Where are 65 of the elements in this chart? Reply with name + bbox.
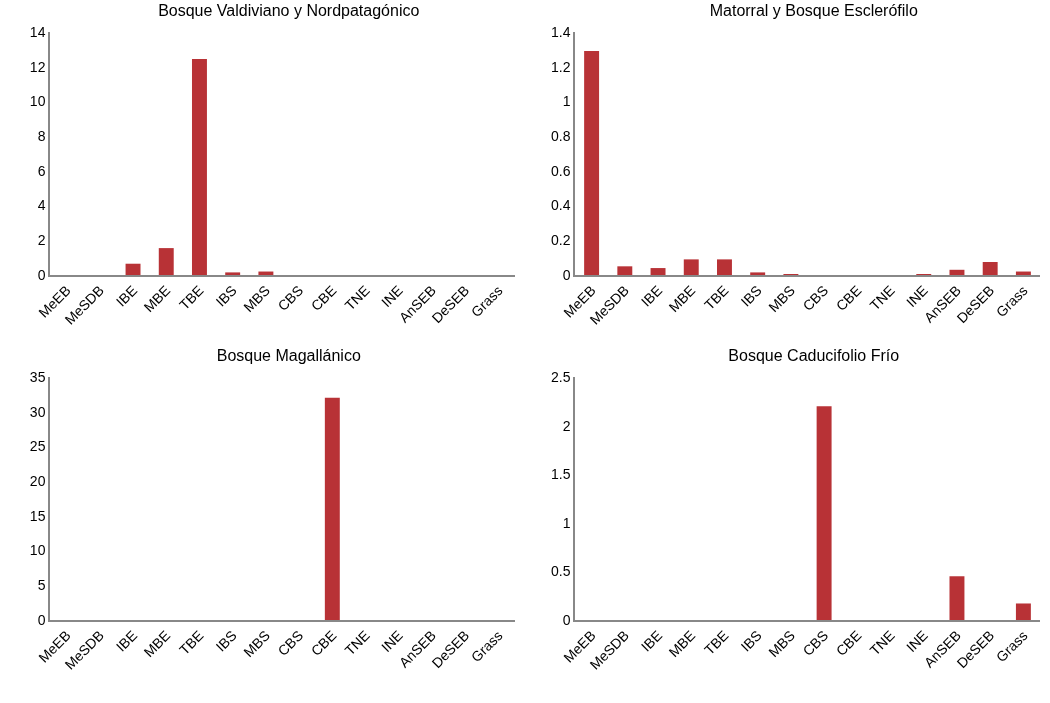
bar	[158, 248, 174, 275]
bar	[949, 269, 965, 275]
bar	[982, 261, 998, 275]
y-tick-label: 0	[37, 611, 46, 628]
x-tick-label: TBE	[700, 282, 732, 313]
y-tick-label: 25	[29, 438, 46, 455]
chart-title: Bosque Valdiviano y Nordpatagónico	[158, 2, 420, 20]
y-tick-label: 10	[29, 542, 46, 559]
y-tick-label: 0	[562, 611, 571, 628]
y-tick-label: 0.4	[550, 197, 571, 214]
bar	[617, 266, 633, 275]
x-tick-label: IBS	[212, 282, 240, 310]
bar	[816, 406, 832, 620]
y-tick-label: 4	[37, 197, 46, 214]
y-tick-label: 1	[562, 93, 571, 110]
y-tick-label: 10	[29, 93, 46, 110]
x-tick-label: IBE	[112, 627, 141, 655]
y-tick-label: 0	[562, 266, 571, 283]
bar	[191, 58, 207, 275]
y-tick-label: 0.8	[550, 128, 571, 145]
y-tick-label: 8	[37, 128, 46, 145]
chart-title: Matorral y Bosque Esclerófilo	[709, 2, 918, 20]
x-tick-label: IBE	[637, 282, 666, 310]
y-tick-label: 0.6	[550, 162, 571, 179]
bar	[584, 51, 600, 275]
y-tick-label: 35	[29, 368, 46, 385]
x-tick-label: IBE	[112, 282, 141, 310]
x-tick-label: TBE	[700, 627, 732, 658]
x-tick-label: TBE	[175, 627, 207, 658]
y-tick-label: 2	[37, 232, 46, 249]
y-tick-label: 1.2	[550, 58, 571, 75]
y-tick-label: 1	[562, 514, 571, 531]
bar	[949, 576, 965, 620]
x-tick-label: IBE	[637, 627, 666, 655]
x-tick-label: IBS	[737, 282, 765, 310]
bar	[1015, 603, 1031, 620]
x-tick-label: IBS	[737, 627, 765, 655]
x-tick-label: IBS	[212, 627, 240, 655]
chart-title: Bosque Magallánico	[216, 347, 361, 365]
y-tick-label: 2.5	[550, 368, 571, 385]
x-tick-label: INE	[378, 627, 406, 656]
y-tick-label: 20	[29, 473, 46, 490]
y-tick-label: 0	[37, 266, 46, 283]
y-tick-label: 0.2	[550, 232, 571, 249]
y-tick-label: 12	[29, 58, 46, 75]
bar	[683, 259, 699, 275]
y-tick-label: 5	[37, 577, 46, 594]
bar	[225, 272, 241, 275]
y-tick-label: 1.5	[550, 466, 571, 483]
x-tick-label: INE	[903, 627, 931, 656]
y-tick-label: 15	[29, 507, 46, 524]
bar	[650, 268, 666, 275]
y-tick-label: 0.5	[550, 563, 571, 580]
x-tick-label: INE	[903, 282, 931, 311]
x-tick-label: INE	[378, 282, 406, 311]
y-tick-label: 30	[29, 403, 46, 420]
bar	[716, 259, 732, 275]
chart-title: Bosque Caducifolio Frío	[728, 347, 900, 365]
y-tick-label: 14	[29, 23, 46, 40]
bar	[125, 263, 141, 275]
x-tick-label: TBE	[175, 282, 207, 313]
bar	[750, 272, 766, 275]
y-tick-label: 6	[37, 162, 46, 179]
y-tick-label: 1.4	[550, 23, 571, 40]
y-tick-label: 2	[562, 417, 571, 434]
